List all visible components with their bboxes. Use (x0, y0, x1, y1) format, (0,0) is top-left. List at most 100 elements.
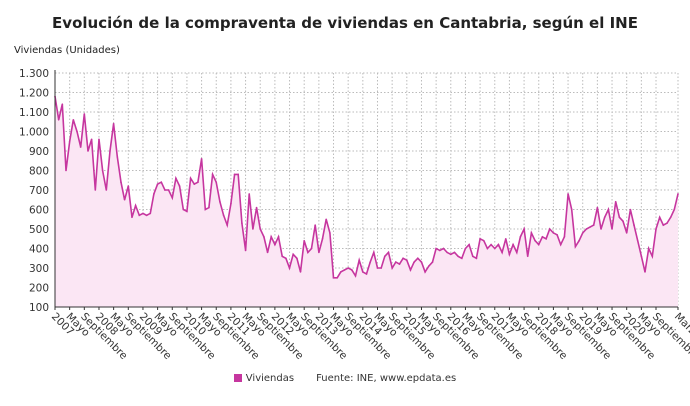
data-point (241, 222, 243, 224)
data-point (310, 247, 313, 250)
data-point (651, 255, 654, 258)
data-point (292, 253, 295, 256)
data-point (633, 224, 635, 226)
data-point (611, 228, 613, 230)
data-point (647, 247, 650, 250)
data-point (417, 257, 419, 260)
data-point (87, 150, 89, 152)
data-point (244, 249, 247, 252)
data-point (541, 236, 544, 238)
y-tick-label: 400 (29, 244, 49, 256)
data-point (508, 253, 511, 256)
y-tick-label: 700 (29, 185, 49, 197)
data-point (431, 261, 434, 263)
data-point (548, 228, 551, 230)
data-point (523, 228, 525, 230)
y-axis-label: Viviendas (Unidades) (14, 45, 120, 56)
data-point (68, 140, 71, 143)
data-point (655, 228, 657, 230)
data-point (435, 247, 437, 250)
data-point (288, 267, 291, 269)
data-point (497, 243, 500, 246)
data-point (142, 212, 144, 215)
data-point (160, 181, 163, 183)
data-point (296, 257, 298, 260)
data-point (629, 208, 632, 211)
data-point (636, 239, 639, 242)
data-point (662, 224, 665, 226)
data-point (189, 177, 192, 180)
data-point (219, 200, 221, 203)
chart-title: Evolución de la compraventa de viviendas… (52, 14, 638, 32)
data-point (413, 261, 415, 263)
data-point (596, 206, 599, 209)
y-tick-label: 100 (29, 302, 49, 314)
series-area (55, 96, 678, 308)
data-point (391, 267, 393, 269)
data-point (343, 269, 346, 271)
data-point (127, 185, 130, 187)
data-point (186, 210, 188, 213)
data-point (222, 214, 225, 217)
data-point (563, 236, 566, 238)
data-point (255, 206, 258, 209)
data-point (574, 245, 577, 248)
data-point (578, 239, 580, 242)
data-point (171, 197, 174, 199)
data-point (120, 181, 122, 183)
data-point (248, 193, 251, 195)
data-point (193, 183, 196, 185)
data-point (226, 224, 229, 226)
data-point (347, 267, 349, 269)
data-point (318, 251, 320, 254)
data-point (501, 251, 503, 254)
y-tick-label: 900 (29, 146, 49, 158)
legend: Viviendas Fuente: INE, www.epdata.es (0, 373, 690, 384)
data-point (259, 228, 262, 230)
data-point (175, 177, 177, 180)
data-point (479, 237, 481, 240)
data-point (112, 122, 115, 125)
data-point (409, 269, 412, 271)
data-point (585, 228, 588, 230)
data-point (398, 263, 401, 265)
data-point (559, 243, 562, 246)
y-tick-label: 1.200 (19, 88, 49, 100)
data-point (589, 226, 591, 228)
data-point (490, 243, 492, 246)
data-point (233, 173, 236, 176)
data-point (270, 236, 273, 238)
data-point (204, 208, 207, 211)
data-point (274, 243, 276, 246)
y-tick-label: 1.000 (19, 127, 49, 139)
data-point (149, 212, 152, 215)
legend-label: Viviendas (245, 373, 295, 384)
data-point (252, 228, 254, 230)
legend-swatch (233, 374, 242, 382)
data-point (428, 265, 430, 267)
data-point (263, 236, 265, 238)
data-point (358, 259, 360, 262)
data-point (625, 232, 628, 234)
y-tick-label: 500 (29, 224, 49, 236)
data-point (387, 251, 390, 254)
data-point (208, 206, 210, 209)
y-tick-label: 600 (29, 205, 49, 217)
data-point (332, 276, 335, 279)
data-point (285, 257, 287, 260)
data-point (468, 243, 470, 246)
data-point (65, 169, 67, 172)
data-point (380, 267, 382, 269)
data-point (581, 232, 584, 234)
data-point (512, 243, 514, 246)
data-point (482, 239, 485, 242)
data-point (607, 208, 610, 211)
data-point (446, 251, 448, 254)
data-point (230, 202, 232, 205)
data-point (545, 237, 547, 240)
data-point (526, 255, 529, 258)
data-point (134, 204, 137, 207)
data-point (131, 216, 133, 219)
data-point (211, 173, 214, 176)
